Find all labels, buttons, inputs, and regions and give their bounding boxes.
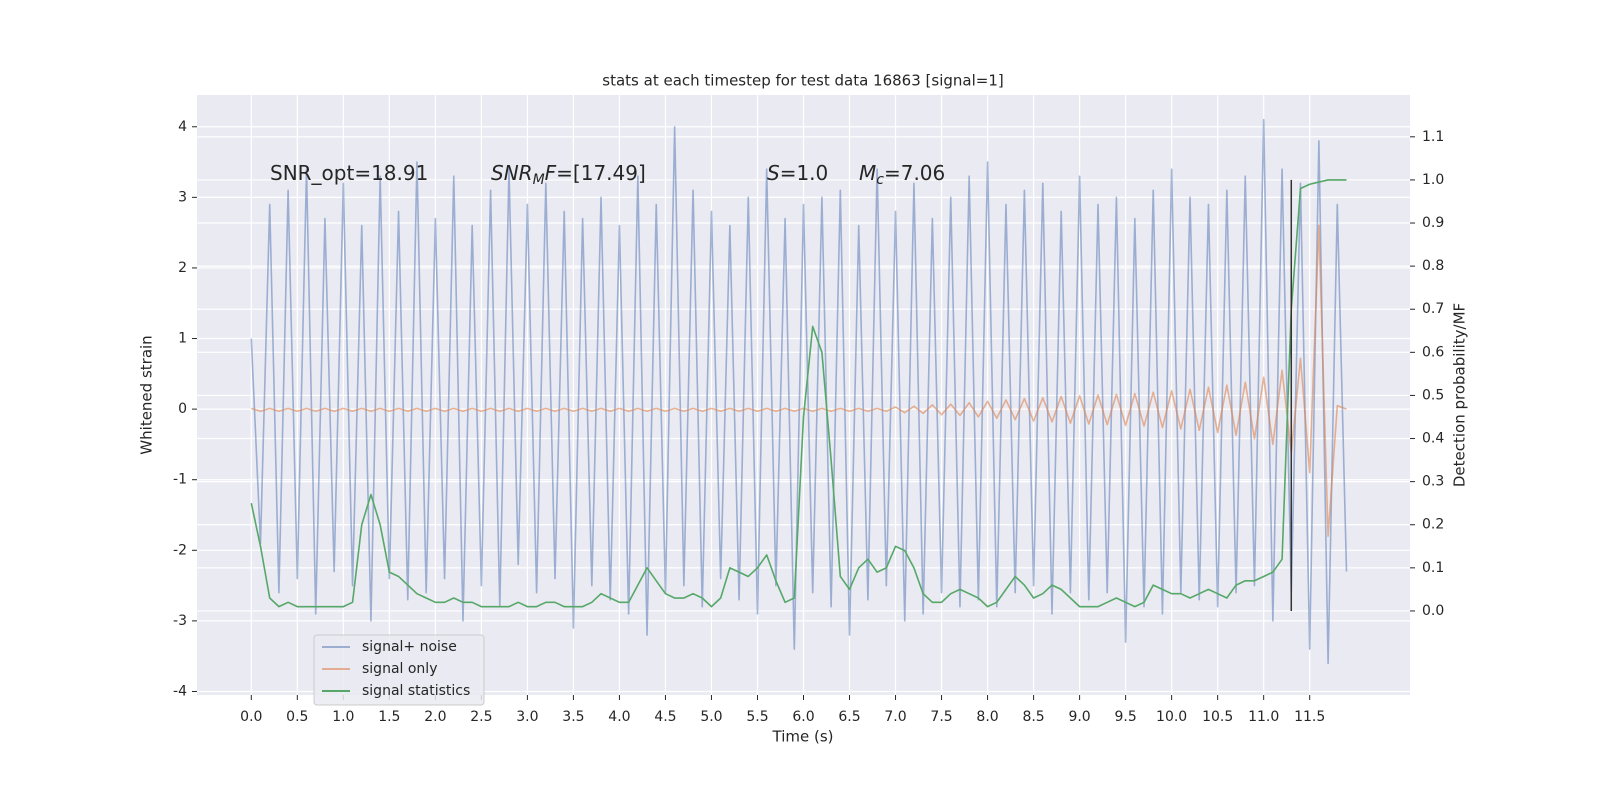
legend-label: signal statistics [362,683,470,699]
x-tick-label: 3.0 [516,709,538,725]
x-tick-label: 0.0 [240,709,262,725]
y2-tick-label: 1.0 [1422,172,1444,188]
y-tick-label: -4 [173,683,187,699]
x-tick-label: 7.5 [930,709,952,725]
y2-tick-label: 0.0 [1422,603,1444,619]
annotation-part: c [876,172,884,188]
x-tick-label: 9.5 [1114,709,1136,725]
x-tick-label: 9.0 [1068,709,1090,725]
y-tick-label: 4 [178,119,187,135]
annotation-part: M [859,161,876,185]
chart-title: stats at each timestep for test data 168… [602,72,1003,90]
x-tick-label: 0.5 [286,709,308,725]
axes: 0.0 0.5 1.0 1.5 2.0 2.5 3.0 3.5 4.0 4.5 5.0 5.5 6.0 6… [173,119,1444,725]
y2-tick-label: 0.7 [1422,301,1444,317]
y-tick-label: -2 [173,542,187,558]
x-tick-label: 8.0 [976,709,998,725]
marks [250,118,1348,665]
annotation-part: =7.06 [884,161,945,185]
y-tick-label: -1 [173,472,187,488]
y-axis-label: Whitened strain [138,335,156,454]
x-tick-label: 10.5 [1202,709,1233,725]
legend-box [313,634,485,706]
annotation-part: =[17.49] [556,161,646,185]
y2-tick-label: 0.4 [1422,431,1444,447]
series-line [250,118,1348,665]
y2-tick-label: 0.9 [1422,215,1444,231]
x-tick-label: 6.0 [792,709,814,725]
annotation-part: M [533,172,545,188]
x-axis-label: Time (s) [772,728,834,746]
annotation: SNRMF=[17.49] [491,161,646,188]
x-tick-label: 1.5 [378,709,400,725]
series-line [251,224,1347,537]
x-tick-label: 11.0 [1248,709,1279,725]
annotation: Mc=7.06 [859,161,945,188]
x-tick-label: 10.0 [1156,709,1187,725]
y2-tick-label: 0.1 [1422,560,1444,576]
x-tick-label: 7.0 [884,709,906,725]
annotation-part: F [545,161,557,185]
legend-label: signal+ noise [362,639,457,655]
y2-tick-label: 1.1 [1422,129,1444,145]
annotation-part: =1.0 [780,161,829,185]
y-tick-label: 2 [178,260,187,276]
y-tick-label: 3 [178,189,187,205]
annotation-part: SNR [491,161,533,185]
annotation-part: SNR_opt=18.91 [270,161,428,185]
y2-tick-label: 0.3 [1422,474,1444,490]
x-tick-label: 5.0 [700,709,722,725]
y2-tick-label: 0.5 [1422,387,1444,403]
y-tick-label: -3 [173,613,187,629]
x-tick-label: 6.5 [838,709,860,725]
x-tick-label: 2.5 [470,709,492,725]
x-tick-label: 8.5 [1022,709,1044,725]
x-tick-label: 1.0 [332,709,354,725]
y2-tick-label: 0.8 [1422,258,1444,274]
y-tick-label: 0 [178,401,187,417]
series-line [250,179,1347,608]
y2-tick-label: 0.6 [1422,344,1444,360]
x-tick-label: 11.5 [1294,709,1325,725]
annotation-part: S [767,161,780,185]
x-tick-label: 3.5 [562,709,584,725]
y2-tick-label: 0.2 [1422,517,1444,533]
y2-axis-label: Detection probability/MF [1451,303,1469,487]
x-tick-label: 4.5 [654,709,676,725]
annotation: S=1.0 [767,161,828,185]
annotation: SNR_opt=18.91 [270,161,428,185]
x-tick-label: 5.5 [746,709,768,725]
x-tick-label: 2.0 [424,709,446,725]
y-tick-label: 1 [178,331,187,347]
x-tick-label: 4.0 [608,709,630,725]
legend-label: signal only [362,661,437,677]
